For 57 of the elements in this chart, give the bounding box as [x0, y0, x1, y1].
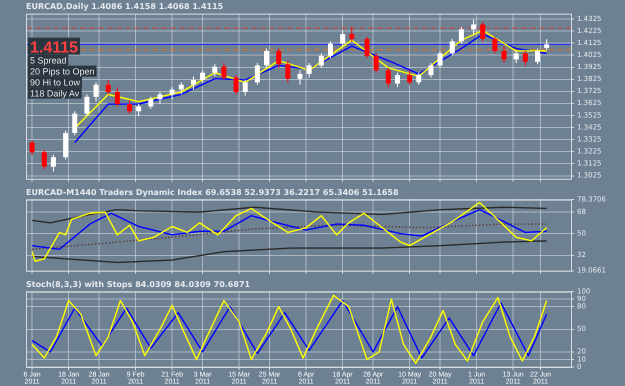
candlestick [136, 104, 142, 117]
line-series [31, 223, 548, 250]
candlestick [170, 86, 175, 100]
candlestick [306, 62, 312, 78]
candlestick [374, 52, 379, 74]
annotation: 90 Hi to Low [30, 78, 81, 88]
candlestick [298, 70, 303, 86]
candlestick [50, 154, 56, 172]
candlestick [221, 62, 226, 80]
candlestick [514, 50, 519, 64]
candlestick [94, 82, 99, 102]
candlestick [471, 19, 476, 35]
candlestick [276, 48, 282, 68]
candlestick [242, 79, 248, 96]
annotation: 5 Spread [30, 56, 67, 66]
candlestick [480, 22, 486, 42]
candlestick [200, 70, 206, 83]
candlestick [492, 36, 498, 54]
candlestick [386, 67, 391, 88]
candlestick [458, 26, 464, 44]
candlestick [234, 74, 239, 95]
annotation: 1.4115 [30, 40, 78, 57]
candlestick [30, 140, 35, 156]
candlestick [535, 48, 540, 65]
candlestick [394, 72, 400, 88]
chart-title: Stoch(8,3,3) with Stops 84.0309 84.0309 70.6871 [26, 280, 251, 289]
candlestick [72, 110, 78, 136]
candlestick [84, 94, 90, 117]
candlestick [178, 82, 184, 95]
candlestick [285, 60, 290, 83]
chart-title: EURCAD-M1440 Traders Dynamic Index 69.6538 52.9373 36.2217 65.3406 51.1658 [26, 188, 399, 197]
candlestick [502, 46, 507, 64]
annotation: 118 Daily Av [30, 88, 80, 99]
candlestick [364, 36, 370, 59]
candlestick [416, 72, 422, 86]
candlestick [157, 91, 162, 105]
candlestick [340, 30, 346, 47]
candlestick [544, 38, 550, 51]
candlestick [407, 70, 412, 86]
candlestick [148, 96, 154, 110]
chart-title: EURCAD,Daily 1.4086 1.4158 1.4068 1.4115 [26, 2, 224, 11]
candlestick [522, 50, 528, 66]
candlestick [114, 86, 120, 107]
candlestick [106, 79, 111, 95]
candlestick [349, 26, 354, 42]
candlestick [450, 38, 455, 56]
candlestick [318, 52, 324, 68]
candlestick [254, 62, 260, 86]
annotation: 20 Pips to Open [30, 66, 95, 77]
candlestick [264, 48, 270, 68]
candlestick [190, 76, 196, 90]
candlestick [438, 50, 443, 68]
candlestick [212, 64, 218, 77]
candlestick [42, 149, 47, 170]
candlestick [127, 100, 132, 114]
candlestick [428, 62, 434, 78]
candlestick [328, 40, 333, 59]
